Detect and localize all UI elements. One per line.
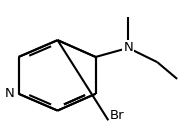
Text: N: N — [123, 41, 133, 54]
Text: Br: Br — [110, 109, 125, 122]
Text: N: N — [4, 87, 14, 100]
